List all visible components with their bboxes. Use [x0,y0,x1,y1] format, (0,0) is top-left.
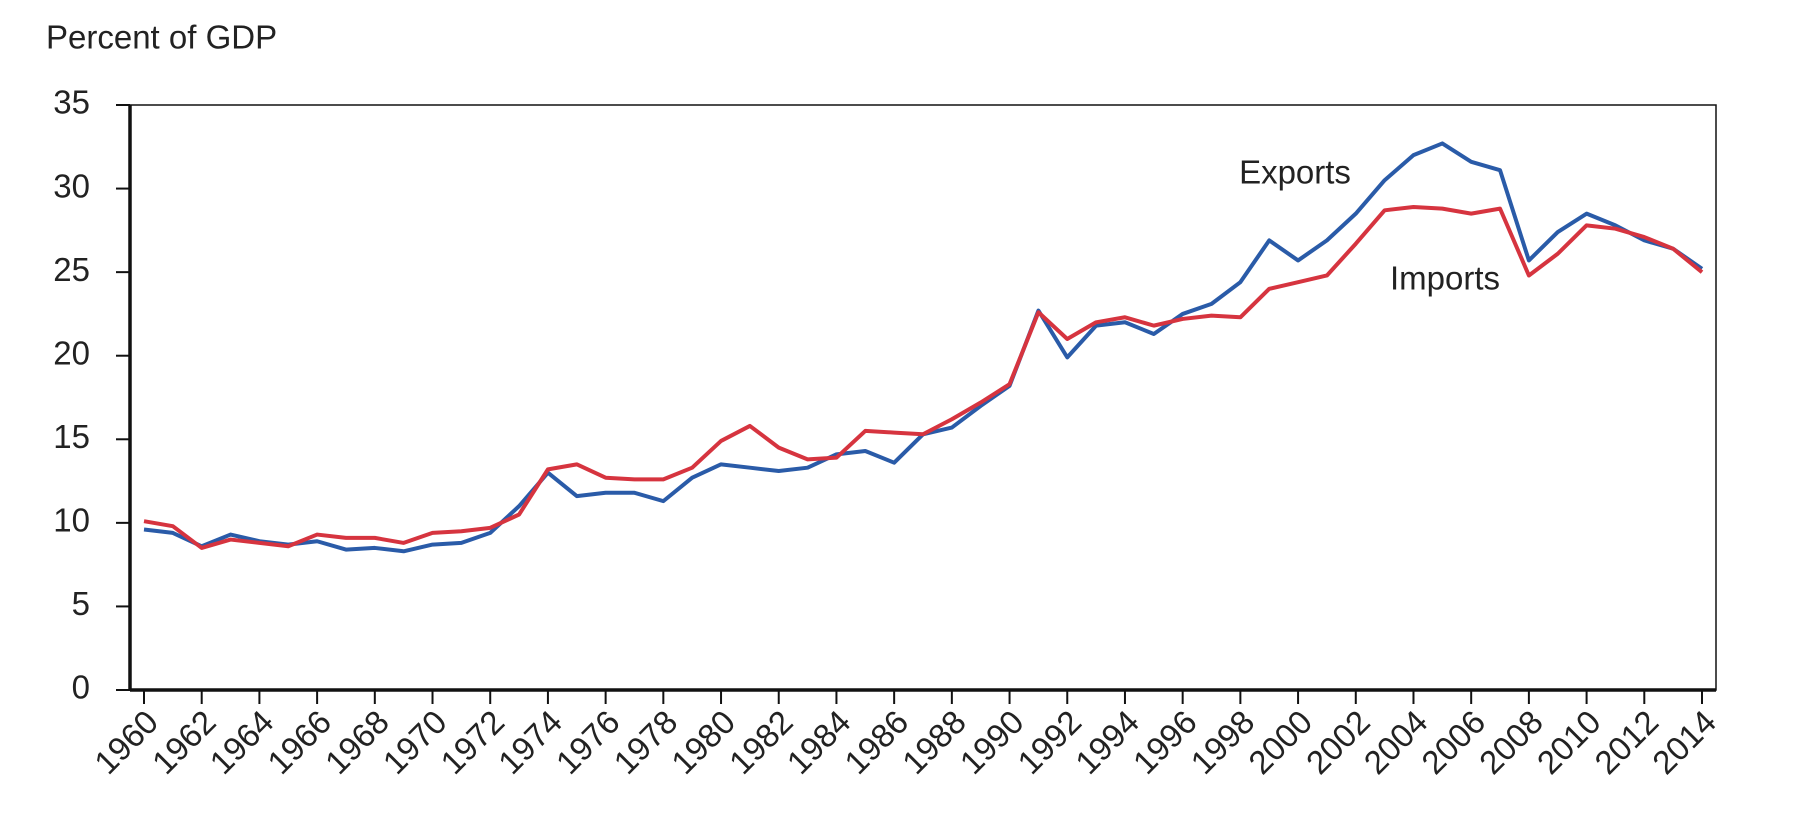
x-tick-label: 1984 [779,703,857,781]
x-tick-label: 1998 [1183,703,1261,781]
x-tick-label: 1992 [1010,703,1088,781]
x-tick-label: 1966 [260,703,338,781]
plot-frame [129,104,1717,691]
y-tick-label: 35 [53,84,90,121]
y-tick-label: 20 [53,334,90,371]
x-tick-label: 1996 [1126,703,1204,781]
series-label: Exports [1239,154,1351,191]
x-tick-label: 1962 [145,703,223,781]
x-tick-label: 1988 [895,703,973,781]
series-label: Imports [1390,260,1500,297]
x-tick-label: 1968 [318,703,396,781]
series-line [143,141,1704,554]
x-tick-label: 1964 [202,703,280,781]
y-axis-label: Percent of GDP [46,19,277,56]
y-tick-label: 25 [53,251,90,288]
x-tick-label: 1978 [606,703,684,781]
x-tick-label: 2006 [1414,703,1492,781]
x-tick-label: 2008 [1472,703,1550,781]
x-tick-label: 2014 [1645,703,1723,781]
x-tick-label: 1990 [953,703,1031,781]
x-tick-label: 1986 [837,703,915,781]
x-tick-label: 1980 [664,703,742,781]
y-tick-label: 30 [53,167,90,204]
y-tick-label: 10 [53,502,90,539]
x-tick-label: 1974 [491,703,569,781]
x-tick-label: 2010 [1530,703,1608,781]
x-tick-label: 1960 [87,703,165,781]
x-tick-label: 2012 [1587,703,1665,781]
y-tick-label: 15 [53,418,90,455]
x-tick-label: 2000 [1241,703,1319,781]
series-line [143,204,1704,550]
x-tick-label: 2002 [1299,703,1377,781]
x-tick-label: 1970 [376,703,454,781]
y-tick-label: 0 [72,669,90,706]
x-tick-label: 1994 [1068,703,1146,781]
x-tick-label: 1976 [549,703,627,781]
y-tick-label: 5 [72,585,90,622]
x-tick-label: 1972 [433,703,511,781]
x-tick-label: 1982 [722,703,800,781]
x-tick-label: 2004 [1357,703,1435,781]
